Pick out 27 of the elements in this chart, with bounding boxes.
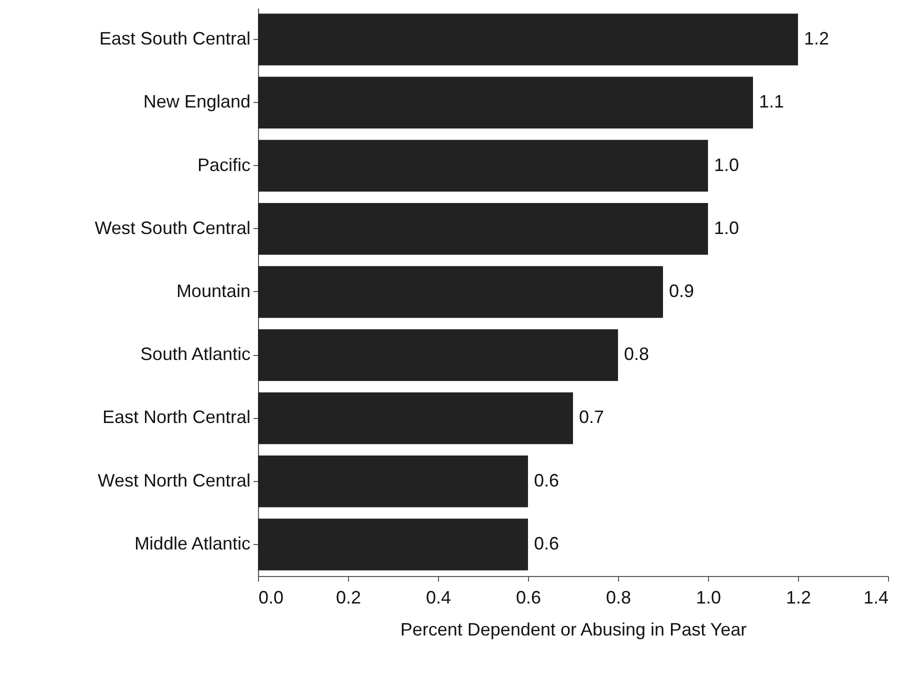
x-axis-title: Percent Dependent or Abusing in Past Year bbox=[400, 620, 747, 640]
y-tick-label: East North Central bbox=[102, 407, 250, 428]
y-tick-label: West North Central bbox=[98, 470, 250, 490]
data-label: 1.2 bbox=[804, 28, 830, 49]
x-tick-label: 0.4 bbox=[426, 588, 452, 608]
y-tick-label: South Atlantic bbox=[140, 344, 250, 364]
y-tick-label: East South Central bbox=[99, 28, 250, 49]
x-tick-label: 0.2 bbox=[336, 588, 362, 608]
data-label: 0.9 bbox=[669, 281, 694, 301]
data-label: 1.1 bbox=[759, 92, 784, 112]
y-tick-label: Middle Atlantic bbox=[134, 533, 250, 554]
x-tick-label: 0.0 bbox=[258, 588, 284, 608]
x-tick-label: 1.0 bbox=[696, 588, 722, 608]
x-tick-label: 0.6 bbox=[516, 588, 542, 608]
data-label: 0.6 bbox=[534, 470, 560, 490]
y-tick-label: Pacific bbox=[197, 154, 250, 175]
data-label: 1.0 bbox=[714, 218, 740, 238]
x-tick-label: 1.4 bbox=[863, 588, 888, 608]
data-label: 0.7 bbox=[579, 407, 604, 428]
data-label: 0.6 bbox=[534, 533, 560, 554]
y-tick-label: Mountain bbox=[176, 281, 250, 301]
x-tick-label: 1.2 bbox=[786, 588, 812, 608]
data-label: 0.8 bbox=[624, 344, 650, 364]
y-tick-label: New England bbox=[143, 92, 250, 112]
data-label: 1.0 bbox=[714, 154, 740, 175]
y-tick-label: West South Central bbox=[94, 218, 250, 238]
x-tick-label: 0.8 bbox=[606, 588, 632, 608]
